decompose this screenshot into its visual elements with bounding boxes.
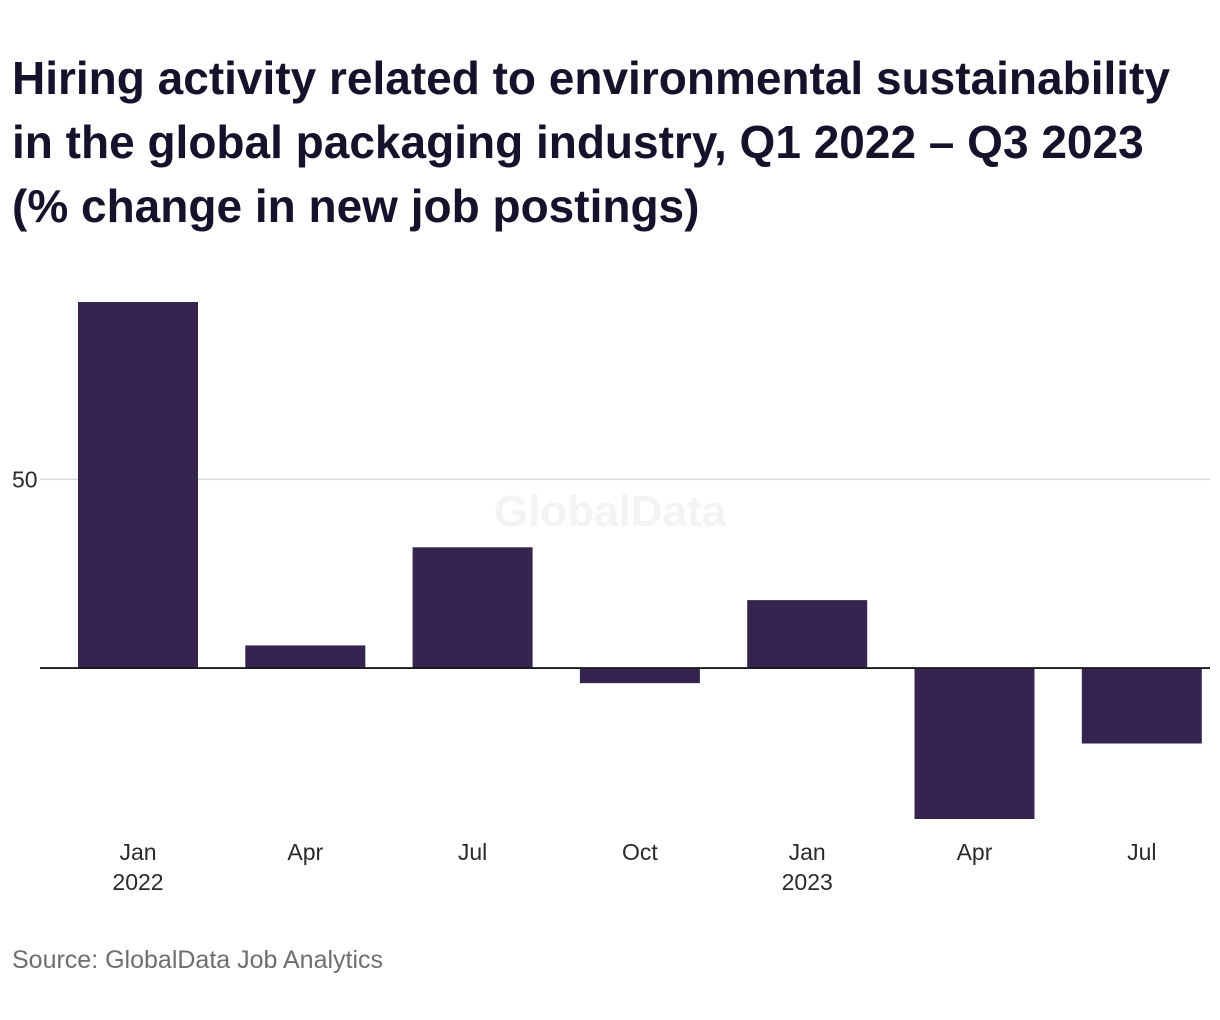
source-note: Source: GlobalData Job Analytics [12, 946, 384, 974]
bar [78, 302, 198, 669]
x-tick-label: 2023 [782, 869, 833, 895]
bar [1081, 668, 1202, 744]
y-tick-label: 50 [12, 466, 38, 492]
x-tick-label: Apr [957, 839, 993, 865]
x-tick-label: Jul [458, 839, 487, 865]
x-tick-label: Apr [287, 839, 323, 865]
x-axis-ticks: Jan 2022 Apr Jul Oct Jan 2023 Apr Jul [112, 839, 1156, 895]
x-tick-label: Jan [119, 839, 156, 865]
x-tick-label: Oct [622, 839, 658, 865]
x-tick-label: Jul [1127, 839, 1156, 865]
bar [412, 547, 533, 669]
bar [914, 668, 1035, 819]
x-tick-label: 2022 [112, 869, 163, 895]
y-axis-ticks: 50 [12, 466, 38, 492]
chart-title: Hiring activity related to environmental… [12, 52, 1170, 232]
watermark: GlobalData [494, 487, 727, 536]
bar [579, 668, 700, 684]
bars [78, 302, 1202, 819]
bar [747, 600, 868, 669]
bar [245, 645, 366, 669]
x-tick-label: Jan [789, 839, 826, 865]
